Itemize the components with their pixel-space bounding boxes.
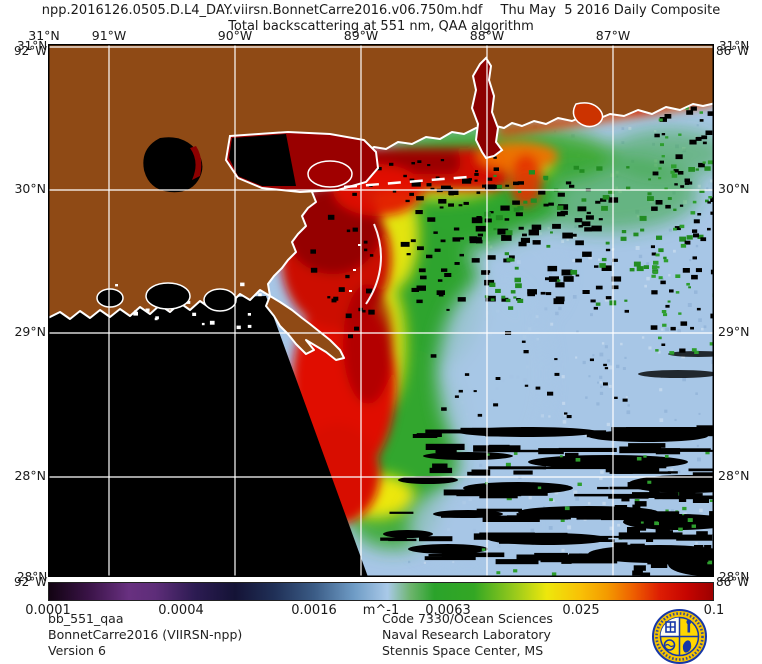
no-data-swath: [48, 296, 368, 577]
footer-variable: bb_551_qaa: [48, 611, 124, 626]
east-bay: [572, 102, 604, 128]
axis-label-top-91w: 91°W: [91, 28, 127, 43]
footer-right-block: Code 7330/Ocean Sciences Naval Research …: [382, 611, 553, 659]
colorbar-tick-2: 0.0004: [158, 603, 204, 618]
lake-maurepas: [143, 137, 203, 193]
little-lake: [203, 288, 237, 312]
axis-label-top-88w: 88°W: [469, 28, 505, 43]
axis-label-right-28n: 28°N: [718, 468, 750, 483]
nrl-seal-logo: [652, 609, 707, 664]
title-date: Thu May 5 2016 Daily Composite: [500, 3, 721, 18]
axis-label-top-90w: 90°W: [217, 28, 253, 43]
barrier-islands-layer: [343, 175, 469, 305]
colorbar-tick-1: 0.0001: [25, 603, 71, 618]
axis-label-top-87w: 87°W: [595, 28, 631, 43]
plot-title: npp.2016126.0505.D.L4_DAY.viirsn.BonnetC…: [0, 3, 762, 18]
axis-label-right-29n: 29°N: [718, 324, 750, 339]
satellite-backscatter-map: [41, 37, 753, 581]
corner-label-bottom-right: 28°N 86°W: [716, 570, 750, 589]
blue-wisp-layer: [408, 229, 563, 564]
colorbar-tick-5: 0.025: [562, 603, 600, 618]
colorbar-tick-3: 0.0016: [291, 603, 337, 618]
axis-label-left-29n: 29°N: [14, 324, 46, 339]
colorbar-gradient: [48, 582, 714, 601]
map-plot-area: [41, 37, 753, 581]
axis-label-right-30n: 30°N: [718, 181, 750, 196]
footer-center: Stennis Space Center, MS: [382, 643, 544, 658]
footer-left-block: bb_551_qaa BonnetCarre2016 (VIIRSN-npp) …: [48, 611, 242, 659]
terrebonne-bay: [96, 288, 124, 308]
corner-label-top-right: 31°N 86°W: [716, 39, 750, 58]
colorbar-units: m^-1: [362, 603, 400, 618]
corner-label-top-left: 31°N 92°W: [14, 39, 48, 58]
plot-subtitle: Total backscattering at 551 nm, QAA algo…: [228, 19, 534, 34]
lake-borgne: [307, 160, 353, 188]
axis-label-top-89w: 89°W: [343, 28, 379, 43]
colorbar-tick-6: 0.1: [703, 603, 725, 618]
axis-label-left-30n: 30°N: [14, 181, 46, 196]
lake-pontchartrain-no-data: [229, 134, 296, 186]
footer-version: Version 6: [48, 643, 106, 658]
colorbar-tick-4: 0.0063: [425, 603, 471, 618]
axis-label-top-31n: 31°N: [28, 28, 60, 43]
corner-label-bottom-left: 28°N 92°W: [14, 570, 48, 589]
footer-lab: Naval Research Laboratory: [382, 627, 551, 642]
barataria-bay: [145, 282, 191, 310]
lake-maurepas-east-sliver: [190, 146, 202, 180]
mississippi-delta: [265, 295, 345, 361]
axis-label-left-28n: 28°N: [14, 468, 46, 483]
speckle-layer: [306, 105, 753, 577]
footer-code: Code 7330/Ocean Sciences: [382, 611, 553, 626]
footer-project: BonnetCarre2016 (VIIRSN-npp): [48, 627, 243, 642]
map-border: [48, 44, 714, 577]
title-filename: npp.2016126.0505.D.L4_DAY.viirsn.BonnetC…: [41, 3, 483, 18]
graticule-layer: [48, 44, 714, 577]
